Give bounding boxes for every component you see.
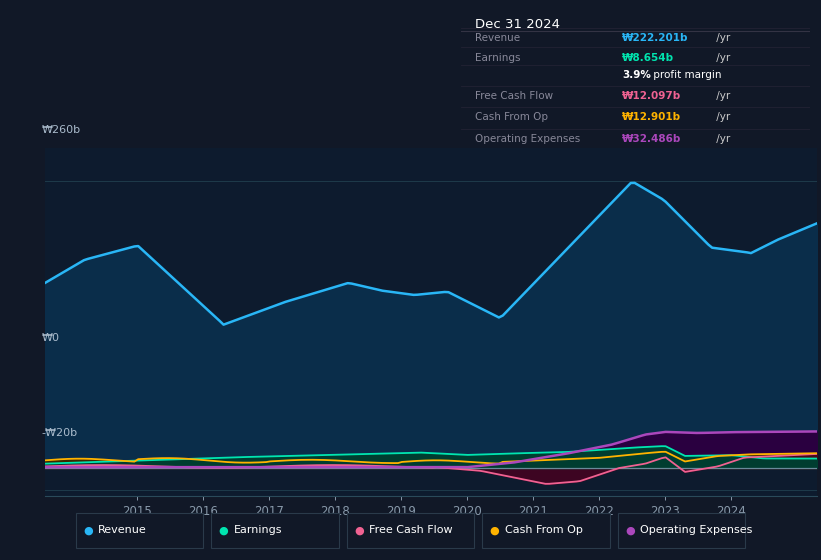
Text: /yr: /yr — [713, 53, 730, 63]
Text: /yr: /yr — [713, 134, 730, 144]
Text: ₩32.486b: ₩32.486b — [622, 134, 681, 144]
Text: Revenue: Revenue — [475, 33, 521, 43]
Text: Free Cash Flow: Free Cash Flow — [369, 525, 452, 535]
Text: /yr: /yr — [713, 33, 730, 43]
Text: Cash From Op: Cash From Op — [475, 113, 548, 123]
Text: Earnings: Earnings — [475, 53, 521, 63]
Text: 3.9%: 3.9% — [622, 70, 651, 80]
Text: ●: ● — [219, 525, 228, 535]
Text: ₩260b: ₩260b — [41, 124, 80, 134]
Text: Operating Expenses: Operating Expenses — [640, 525, 752, 535]
Text: /yr: /yr — [713, 113, 730, 123]
Text: ₩12.901b: ₩12.901b — [622, 113, 681, 123]
Text: Dec 31 2024: Dec 31 2024 — [475, 18, 561, 31]
Text: ₩0: ₩0 — [41, 333, 59, 343]
Text: Free Cash Flow: Free Cash Flow — [475, 91, 553, 101]
Text: profit margin: profit margin — [650, 70, 722, 80]
Text: ●: ● — [355, 525, 364, 535]
Text: ●: ● — [626, 525, 635, 535]
Text: -₩20b: -₩20b — [41, 428, 77, 438]
Text: ●: ● — [490, 525, 499, 535]
Text: Operating Expenses: Operating Expenses — [475, 134, 580, 144]
Text: ₩8.654b: ₩8.654b — [622, 53, 674, 63]
Text: Earnings: Earnings — [233, 525, 282, 535]
Text: Revenue: Revenue — [98, 525, 147, 535]
Text: ₩12.097b: ₩12.097b — [622, 91, 681, 101]
Text: Cash From Op: Cash From Op — [504, 525, 582, 535]
Text: ₩222.201b: ₩222.201b — [622, 33, 688, 43]
Text: ●: ● — [84, 525, 93, 535]
Text: /yr: /yr — [713, 91, 730, 101]
